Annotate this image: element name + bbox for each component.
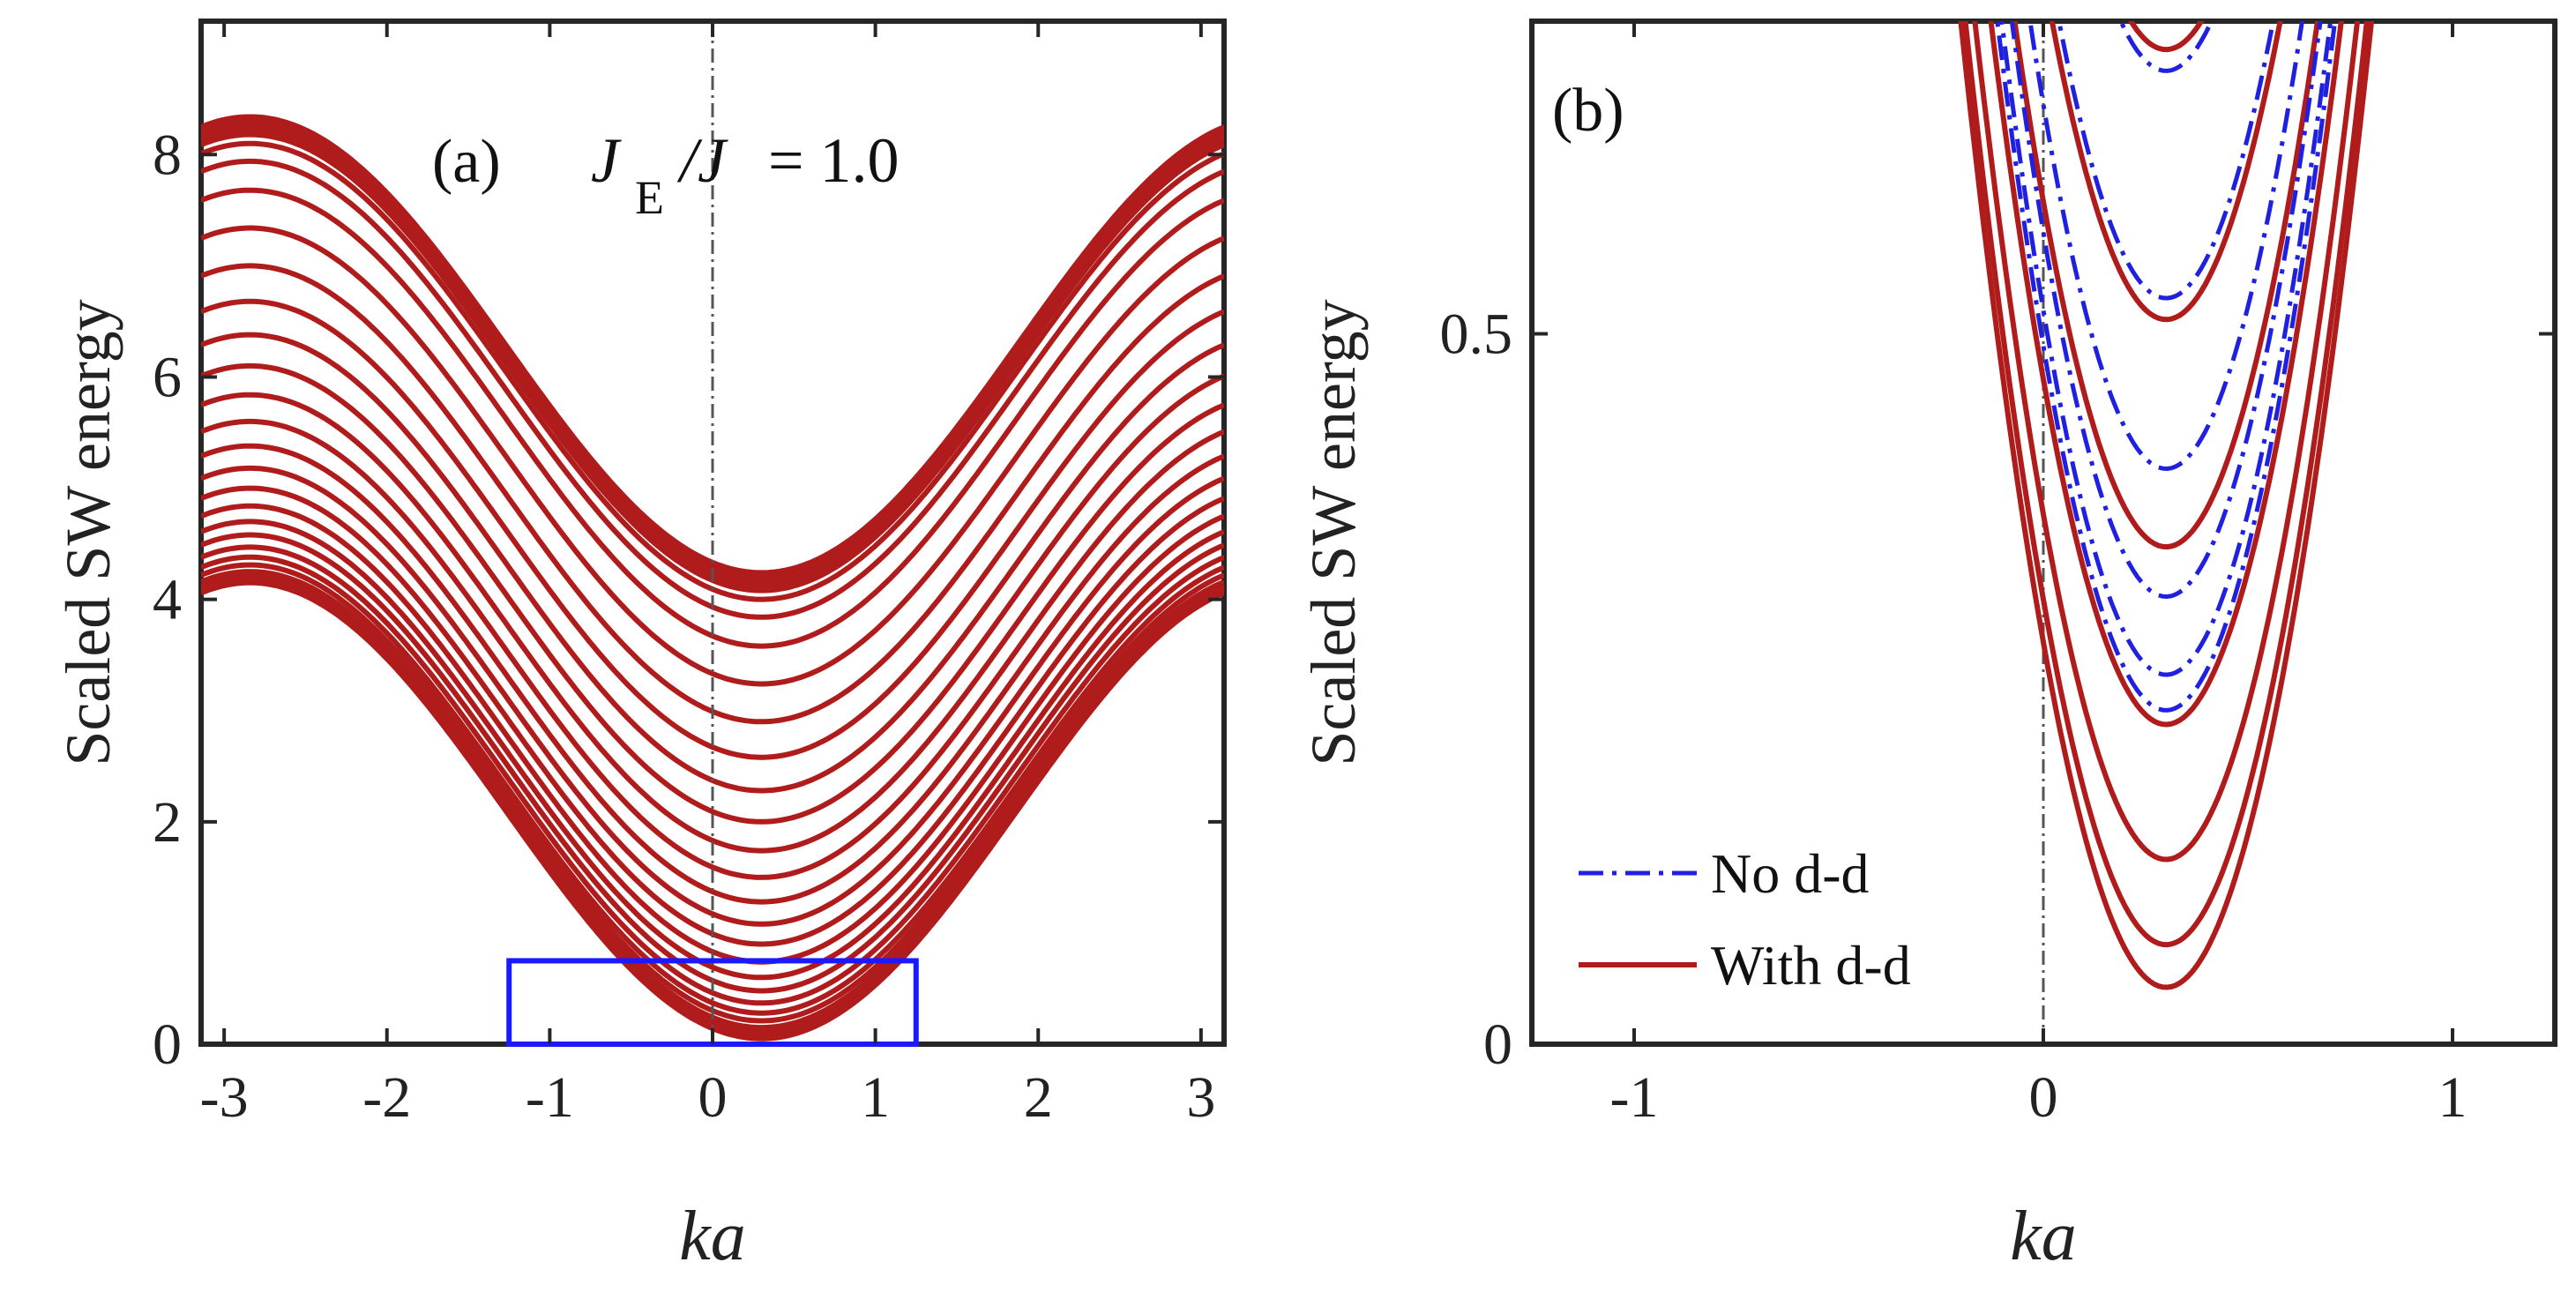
panel-a-xtick-label: -3	[200, 1065, 249, 1130]
annotation-subscript: E	[635, 171, 664, 224]
panel-a-xtick-label: 1	[861, 1065, 890, 1130]
with-dd-curve	[1962, 21, 2370, 948]
panel-b-ylabel: Scaled SW energy	[1298, 299, 1369, 765]
legend: No d-d With d-d	[1579, 842, 1911, 997]
with-dd-curve	[1988, 21, 2344, 728]
panel-b-xtick-label: 1	[2438, 1065, 2468, 1130]
panel-a-ytick-label: 4	[153, 568, 182, 632]
panel-a-ytick-label: 6	[153, 345, 182, 409]
panel-a-ylabel: Scaled SW energy	[53, 299, 123, 765]
panel-b-curves	[1958, 21, 2375, 1044]
panel-b-label: (b)	[1552, 77, 1624, 145]
panel-a: -3 -2 -1 0 1 2 3 0 2 4 6 8 (a) J E /J = 1.0 ka Scal…	[53, 19, 1227, 1275]
panel-b-xtick-label: -1	[1610, 1065, 1659, 1130]
panel-a-xlabel: ka	[679, 1198, 746, 1275]
panel-a-xtick-label: 0	[698, 1065, 728, 1130]
panel-a-ytick-label: 8	[153, 123, 182, 187]
panel-a-label: (a)	[432, 128, 501, 196]
band-line	[201, 544, 1224, 1006]
panel-b-xlabel: ka	[2010, 1198, 2077, 1275]
with-dd-curve	[1958, 21, 2375, 990]
band-line	[201, 418, 1224, 880]
panel-a-ytick-label: 0	[153, 1012, 182, 1077]
panel-b-ytick-label: 0	[1483, 1012, 1512, 1077]
panel-a-ytick-label: 2	[153, 790, 182, 855]
band-line	[201, 465, 1224, 927]
with-dd-curve	[2012, 21, 2320, 550]
legend-label-with-dd: With d-d	[1711, 934, 1911, 997]
panel-a-xtick-label: 3	[1186, 1065, 1215, 1130]
annotation-over-j: /J	[676, 125, 728, 196]
band-line	[201, 362, 1224, 825]
band-line	[201, 443, 1224, 905]
panel-a-annotation: J E /J = 1.0	[591, 125, 900, 228]
with-dd-curve	[1972, 21, 2361, 863]
annotation-value: = 1.0	[768, 125, 900, 196]
legend-label-no-dd: No d-d	[1711, 842, 1870, 905]
panel-b-ytick-label: 0.5	[1440, 302, 1513, 366]
band-line	[201, 554, 1224, 1016]
panel-b: -1 0 1 0 0.5 (b) ka Scaled SW energy No d-d …	[1298, 19, 2557, 1275]
panel-a-xtick-label: -2	[362, 1065, 411, 1130]
panel-a-ticks: -3 -2 -1 0 1 2 3 0 2 4 6 8	[153, 21, 1224, 1130]
band-line	[201, 298, 1224, 760]
annotation-j: J	[591, 125, 622, 196]
band-line	[201, 392, 1224, 854]
band-line	[201, 225, 1224, 687]
panel-b-xtick-label: 0	[2029, 1065, 2058, 1130]
band-line	[201, 519, 1224, 981]
panel-a-xtick-label: -1	[526, 1065, 574, 1130]
panel-b-ticks: -1 0 1 0 0.5	[1440, 21, 2555, 1130]
panel-a-xtick-label: 2	[1024, 1065, 1053, 1130]
